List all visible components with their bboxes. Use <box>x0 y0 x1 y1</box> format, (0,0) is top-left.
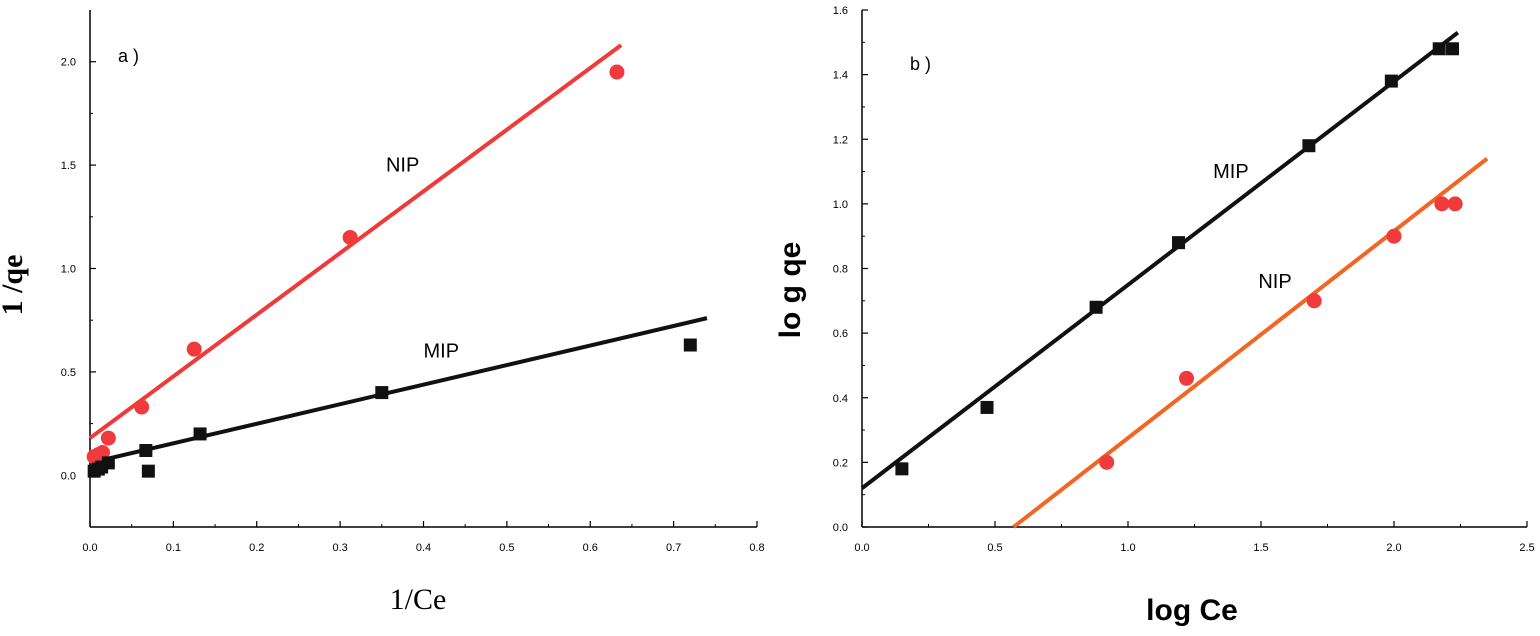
data-point-mip <box>141 464 155 478</box>
data-point-mip <box>1302 139 1316 153</box>
y-tick-label: 0.8 <box>833 264 848 276</box>
data-point-nip <box>1447 196 1463 212</box>
y-tick-label: 0.5 <box>61 367 76 379</box>
data-point-nip <box>1434 196 1450 212</box>
y-tick-label: 0.0 <box>61 470 76 482</box>
data-point-mip <box>1446 42 1460 56</box>
x-tick-label: 0.1 <box>166 542 181 554</box>
y-tick-label: 1.4 <box>833 70 848 82</box>
panel-b-fit-lines <box>860 31 1489 529</box>
panel-a-x-axis-label: 1/Ce <box>390 583 447 616</box>
data-point-nip <box>134 399 150 415</box>
data-point-nip <box>1099 454 1115 470</box>
x-tick-label: 0.7 <box>666 542 681 554</box>
panel-b-points <box>895 42 1463 476</box>
x-tick-label: 0.2 <box>249 542 264 554</box>
fit-line-mip <box>89 316 708 465</box>
x-tick-label: 0.5 <box>987 542 1002 554</box>
panel-a-fit-lines <box>88 43 708 465</box>
data-point-mip <box>101 456 115 470</box>
panel-b-x-axis-label: log Ce <box>1146 594 1238 627</box>
x-tick-label: 0.0 <box>82 542 97 554</box>
data-point-nip <box>95 445 111 461</box>
x-tick-label: 2.0 <box>1386 542 1401 554</box>
data-point-nip <box>342 229 358 245</box>
x-tick-label: 1.5 <box>1253 542 1268 554</box>
annotation-nip: NIP <box>1258 271 1291 293</box>
data-point-mip <box>1089 300 1103 314</box>
y-tick-label: 0.2 <box>833 457 848 469</box>
data-point-mip <box>1172 236 1186 250</box>
data-point-nip <box>1179 370 1195 386</box>
data-point-mip <box>980 400 994 414</box>
panel-b-tick-labels: 0.0 0.5 1.0 1.5 2.0 2.5 0.0 0.2 0.4 0.6 0.8 1.0 1.2 1… <box>833 5 1535 554</box>
y-tick-label: 1.5 <box>61 160 76 172</box>
data-point-mip <box>139 443 153 457</box>
y-tick-label: 1.6 <box>833 5 848 17</box>
y-tick-label: 1.0 <box>833 199 848 211</box>
y-tick-label: 2.0 <box>61 57 76 69</box>
data-point-nip <box>186 341 202 357</box>
x-tick-label: 0.4 <box>416 542 431 554</box>
chart-panel-a: 0.0 0.1 0.2 0.3 0.4 0.5 0.6 0.7 0.8 0.0 0.5 1.0 1.5 2… <box>0 10 765 616</box>
data-point-mip <box>1384 74 1398 88</box>
data-point-nip <box>1306 293 1322 309</box>
panel-b-annotations: MIP NIP <box>1213 161 1292 293</box>
y-tick-label: 0.0 <box>833 522 848 534</box>
annotation-mip: MIP <box>1213 161 1249 183</box>
y-tick-label: 0.6 <box>833 328 848 340</box>
fit-line-mip <box>860 31 1460 490</box>
panel-b-y-axis-label: lo g qe <box>774 242 807 339</box>
data-point-mip <box>1432 42 1446 56</box>
annotation-mip: MIP <box>424 340 460 362</box>
chart-panel-b: 0.0 0.5 1.0 1.5 2.0 2.5 0.0 0.2 0.4 0.6 0.8 1.0 1.2 1… <box>774 5 1535 627</box>
panel-a-axes <box>89 10 758 528</box>
x-tick-label: 0.5 <box>499 542 514 554</box>
panel-a-tick-labels: 0.0 0.1 0.2 0.3 0.4 0.5 0.6 0.7 0.8 0.0 0.5 1.0 1.5 2… <box>61 57 765 554</box>
data-point-mip <box>375 386 389 400</box>
fit-line-nip <box>1012 157 1489 529</box>
y-tick-label: 0.4 <box>833 393 848 405</box>
x-tick-label: 0.6 <box>583 542 598 554</box>
x-tick-label: 2.5 <box>1519 542 1534 554</box>
data-point-mip <box>683 338 697 352</box>
data-point-nip <box>609 64 625 80</box>
panel-a-points <box>86 64 697 478</box>
data-point-mip <box>895 462 909 476</box>
data-point-nip <box>1386 228 1402 244</box>
data-point-nip <box>100 430 116 446</box>
panel-a-y-axis-label: 1 /qe <box>0 255 29 316</box>
x-tick-label: 0.8 <box>749 542 764 554</box>
panel-a-annotations: NIP MIP <box>386 154 459 362</box>
y-tick-label: 1.0 <box>61 264 76 276</box>
x-tick-label: 1.0 <box>1120 542 1135 554</box>
annotation-nip: NIP <box>386 154 419 176</box>
data-point-mip <box>193 427 207 441</box>
y-tick-label: 1.2 <box>833 134 848 146</box>
panel-b-label: b ) <box>910 54 931 74</box>
x-tick-label: 0.3 <box>332 542 347 554</box>
panel-a-label: a ) <box>118 46 139 66</box>
x-tick-label: 0.0 <box>854 542 869 554</box>
panel-b-axes <box>861 9 1528 528</box>
